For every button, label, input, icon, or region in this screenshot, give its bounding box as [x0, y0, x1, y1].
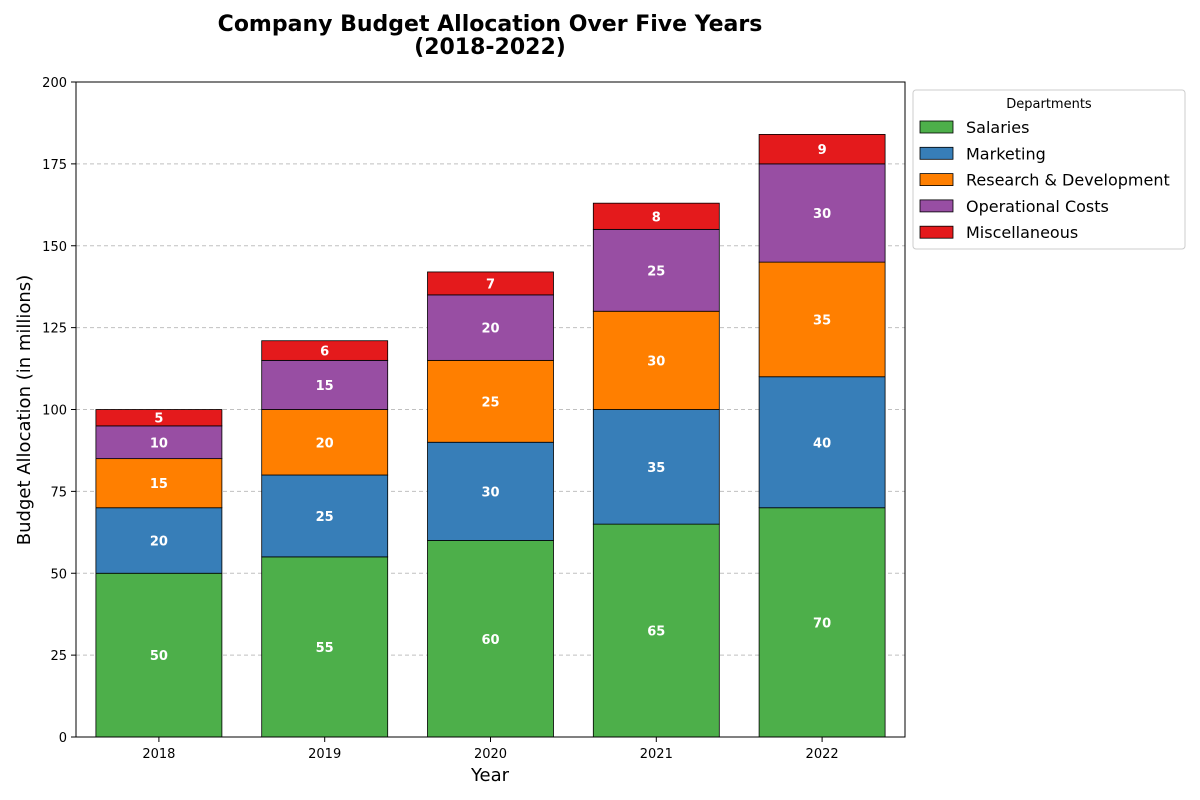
y-axis-ticks: 0 25 50 75 100 125 150 175 200: [42, 76, 76, 746]
bar-segment: [261, 340, 389, 361]
data-label: 55: [316, 641, 334, 656]
bars: [95, 133, 886, 738]
bar-segment: [261, 474, 389, 558]
legend-entry: Research & Development: [966, 171, 1170, 190]
bar-segment: [427, 294, 554, 361]
y-tick-label: 175: [42, 158, 67, 173]
bar-segment: [592, 228, 720, 312]
x-tick-label: 2021: [640, 747, 673, 762]
data-label: 15: [150, 477, 168, 492]
bar-segment: [95, 425, 223, 460]
bar-segment: [261, 409, 389, 476]
data-label: 30: [813, 207, 831, 222]
y-tick-label: 125: [42, 322, 67, 337]
y-tick-label: 200: [42, 76, 67, 91]
data-label: 8: [652, 210, 661, 225]
bar-segment: [758, 376, 886, 509]
data-label: 60: [481, 633, 499, 648]
x-tick-label: 2020: [474, 747, 507, 762]
data-labels: 5020151055525201566030252076535302587040…: [150, 143, 831, 664]
y-axis-label: Budget Allocation (in millions): [14, 275, 35, 545]
chart-title-line-1: Company Budget Allocation Over Five Year…: [218, 12, 763, 37]
data-label: 10: [150, 436, 168, 451]
data-label: 5: [154, 412, 163, 427]
legend-frame: [912, 89, 1186, 250]
bar-segment: [95, 409, 223, 427]
data-label: 50: [150, 649, 168, 664]
data-label: 20: [150, 535, 168, 550]
legend-entry: Operational Costs: [966, 197, 1109, 216]
data-label: 40: [813, 436, 831, 451]
data-label: 6: [320, 345, 329, 360]
legend-title: Departments: [1006, 97, 1092, 112]
legend-swatch: [919, 146, 954, 160]
x-tick-label: 2019: [308, 747, 341, 762]
bar-segment: [261, 556, 389, 738]
bar-segment: [95, 572, 223, 738]
y-tick-label: 25: [50, 649, 67, 664]
data-label: 35: [813, 313, 831, 328]
bar-segment: [95, 458, 223, 509]
x-tick-label: 2018: [142, 747, 175, 762]
x-tick-label: 2022: [806, 747, 839, 762]
bar-segment: [592, 523, 720, 738]
bar-segment: [758, 163, 886, 263]
data-label: 20: [481, 322, 499, 337]
bar-segment: [592, 202, 720, 230]
y-tick-label: 150: [42, 240, 67, 255]
chart-title-line-2: (2018-2022): [414, 35, 566, 60]
data-label: 35: [647, 461, 665, 476]
legend-swatch: [919, 173, 954, 187]
bar-segment: [592, 409, 720, 525]
bar-segment: [592, 310, 720, 410]
y-tick-label: 50: [50, 567, 67, 582]
data-label: 30: [481, 485, 499, 500]
bar-segment: [758, 261, 886, 378]
data-label: 15: [316, 379, 334, 394]
y-tick-label: 75: [50, 485, 67, 500]
legend-swatch: [919, 199, 954, 213]
data-label: 70: [813, 616, 831, 631]
legend-swatch: [919, 120, 954, 134]
data-label: 9: [818, 143, 827, 158]
bar-segment: [427, 271, 554, 296]
bar-segment: [261, 359, 389, 410]
legend: Departments Salaries Marketing Research & D…: [912, 89, 1186, 250]
chart-title: Company Budget Allocation Over Five Year…: [218, 12, 763, 60]
y-tick-label: 100: [42, 404, 67, 419]
y-tick-label: 0: [59, 731, 67, 746]
bar-segment: [95, 507, 223, 574]
legend-entry: Miscellaneous: [966, 223, 1078, 242]
data-label: 25: [316, 510, 334, 525]
legend-swatch: [919, 225, 954, 239]
bar-segment: [427, 441, 554, 541]
x-axis-label: Year: [470, 765, 510, 786]
bar-segment: [427, 359, 554, 443]
legend-entry: Marketing: [966, 144, 1046, 163]
data-label: 65: [647, 625, 665, 640]
bar-segment: [758, 507, 886, 738]
data-label: 30: [647, 354, 665, 369]
legend-entry: Salaries: [966, 118, 1029, 137]
data-label: 20: [316, 436, 334, 451]
x-axis-ticks: 2018 2019 2020 2021 2022: [142, 737, 839, 762]
data-label: 25: [481, 395, 499, 410]
data-label: 25: [647, 264, 665, 279]
data-label: 7: [486, 277, 495, 292]
bar-segment: [758, 133, 886, 165]
